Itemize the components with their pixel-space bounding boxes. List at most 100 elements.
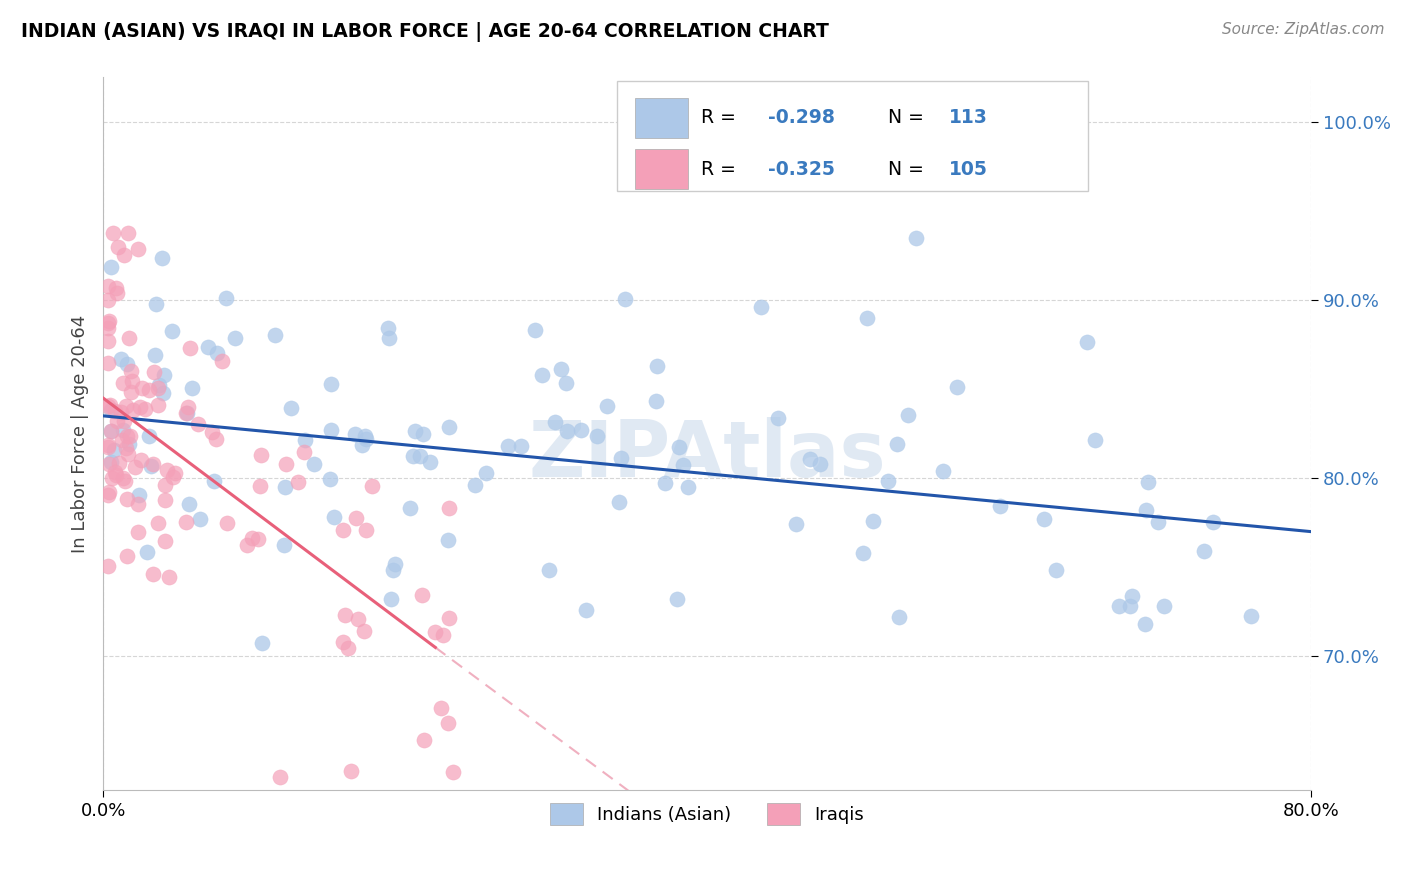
Point (127, 525, 149, 540)
Point (127, 497, 149, 511)
Point (1192, 544, 1215, 558)
Point (509, 439, 531, 453)
Point (384, 558, 406, 572)
Point (205, 432, 228, 446)
Point (97, 316, 120, 330)
Point (430, 700, 453, 714)
Point (134, 402, 156, 417)
Point (122, 403, 145, 417)
Point (97, 438, 120, 452)
Point (179, 341, 201, 355)
Point (150, 252, 173, 266)
Point (897, 408, 920, 422)
Point (115, 428, 138, 442)
Point (339, 764, 361, 778)
Point (354, 432, 377, 446)
Point (666, 591, 689, 606)
Point (97, 321, 120, 335)
Point (273, 480, 295, 494)
Point (353, 624, 375, 638)
Point (1135, 503, 1157, 517)
Point (441, 765, 464, 780)
Point (100, 403, 122, 417)
Point (188, 512, 211, 526)
Point (645, 393, 668, 408)
Legend: Indians (Asian), Iraqis: Indians (Asian), Iraqis (541, 794, 873, 834)
Y-axis label: In Labor Force | Age 20-64: In Labor Force | Age 20-64 (72, 315, 89, 553)
Point (104, 465, 127, 479)
Point (115, 357, 138, 371)
Point (411, 588, 433, 602)
Text: Source: ZipAtlas.com: Source: ZipAtlas.com (1222, 22, 1385, 37)
Text: N =: N = (889, 108, 931, 128)
Point (785, 516, 807, 531)
Point (1240, 609, 1263, 624)
Point (249, 479, 271, 493)
Point (145, 348, 167, 362)
Point (346, 612, 368, 626)
Point (131, 381, 153, 395)
Point (207, 346, 229, 360)
Point (378, 331, 401, 345)
Point (111, 423, 134, 437)
Point (988, 500, 1011, 514)
Point (409, 449, 432, 463)
Point (1045, 562, 1067, 576)
Point (105, 414, 128, 428)
Point (647, 359, 669, 373)
Point (127, 242, 149, 256)
Point (332, 635, 354, 649)
Point (118, 429, 141, 443)
Point (129, 452, 152, 467)
Point (1146, 515, 1168, 529)
Point (201, 425, 224, 439)
Point (530, 368, 553, 382)
Point (156, 463, 179, 477)
Point (555, 376, 578, 391)
Point (412, 427, 434, 442)
Point (676, 480, 699, 494)
Point (138, 429, 160, 443)
Point (799, 452, 821, 467)
Text: -0.298: -0.298 (768, 108, 834, 128)
Point (100, 424, 122, 438)
Point (100, 454, 122, 468)
Text: ZIPAtlas: ZIPAtlas (529, 417, 886, 493)
Point (104, 467, 127, 482)
Point (177, 400, 200, 414)
Point (202, 475, 225, 489)
Point (432, 628, 454, 642)
Point (104, 403, 127, 417)
Point (332, 523, 354, 537)
Point (97, 440, 120, 454)
Point (276, 458, 298, 472)
Point (97, 356, 120, 370)
Point (129, 401, 152, 415)
Point (575, 603, 598, 617)
Point (162, 324, 184, 338)
Text: N =: N = (889, 160, 931, 178)
Point (382, 563, 405, 577)
Point (404, 424, 426, 438)
Point (523, 323, 546, 337)
Point (464, 478, 486, 492)
Point (115, 441, 138, 455)
Point (155, 533, 177, 548)
Point (97, 334, 120, 348)
Point (111, 471, 134, 485)
Point (543, 415, 565, 429)
Point (321, 376, 343, 391)
Point (162, 470, 184, 484)
Point (174, 515, 197, 529)
Point (354, 429, 377, 443)
Point (118, 437, 141, 451)
Point (1084, 433, 1107, 447)
Point (672, 458, 695, 472)
Point (1153, 599, 1175, 614)
Point (436, 533, 458, 548)
Point (165, 466, 187, 480)
Point (1202, 515, 1225, 529)
Point (240, 532, 263, 546)
Point (100, 424, 122, 438)
Point (413, 733, 436, 747)
